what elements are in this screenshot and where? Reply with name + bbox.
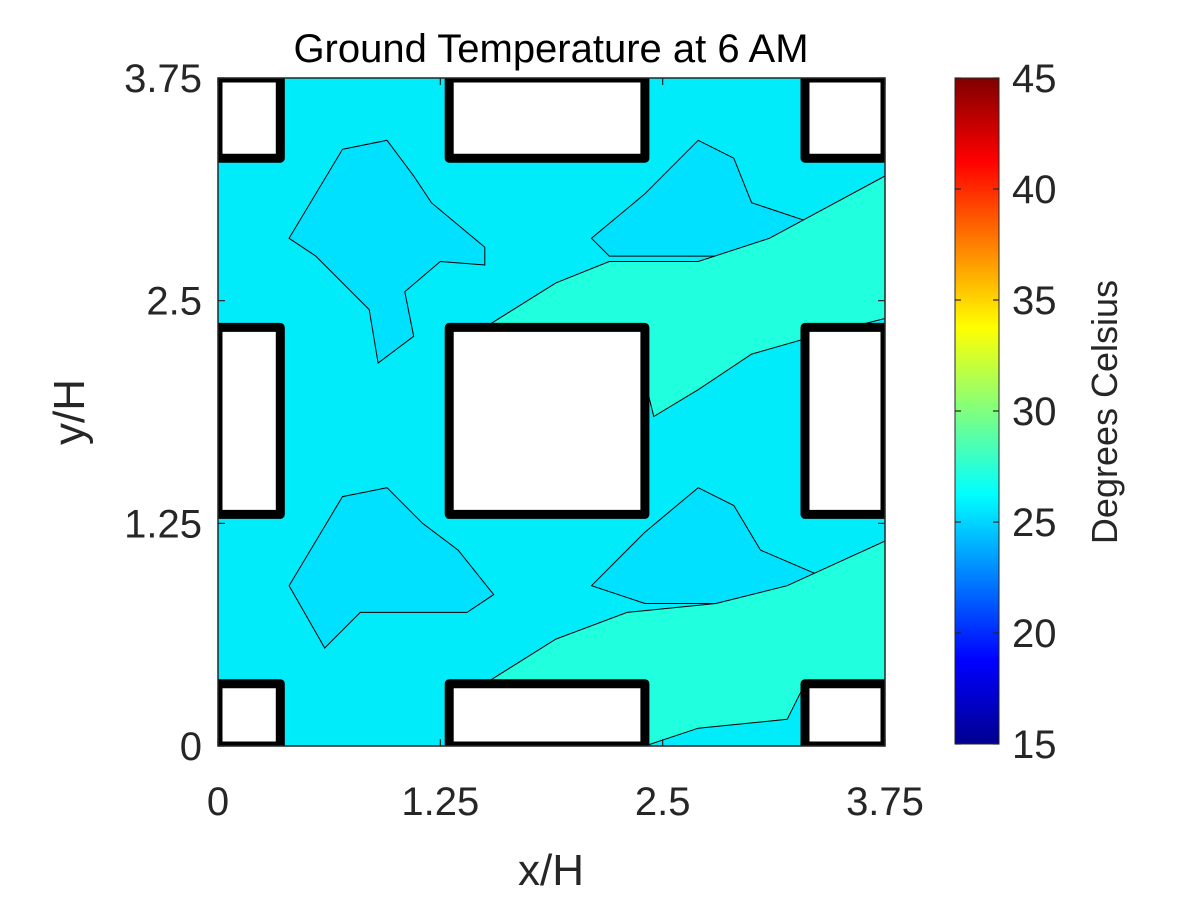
- contour-region-2: [288, 487, 495, 649]
- x-tick-label: 1.25: [401, 780, 479, 824]
- x-tick-label: 3.75: [846, 780, 924, 824]
- plot-area: [218, 78, 885, 746]
- colorbar-tick-label: 35: [1012, 279, 1057, 323]
- y-tick-label: 1.25: [124, 502, 202, 546]
- y-tick-label: 2.5: [146, 280, 202, 324]
- building-6: [800, 322, 885, 519]
- colorbar-tick-label: 20: [1012, 612, 1057, 656]
- colorbar-tick-label: 30: [1012, 390, 1057, 434]
- building-5: [444, 322, 650, 519]
- x-axis: 0 1.25 2.5 3.75: [207, 78, 924, 824]
- building-9: [800, 78, 885, 163]
- colorbar-tick-label: 15: [1012, 723, 1057, 767]
- x-tick-label: 0: [207, 780, 229, 824]
- contour-region-6: [483, 540, 885, 746]
- chart-title: Ground Temperature at 6 AM: [293, 27, 808, 71]
- colorbar-tick-label: 45: [1012, 57, 1057, 101]
- y-axis-label: y/H: [45, 379, 94, 445]
- x-tick-label: 2.5: [635, 780, 691, 824]
- colorbar-label: Degrees Celsius: [1084, 280, 1125, 544]
- colorbar: [954, 77, 1000, 745]
- y-tick-label: 3.75: [124, 57, 202, 101]
- x-axis-label: x/H: [518, 846, 584, 895]
- contour-region-1: [288, 139, 486, 364]
- plot-frame: [217, 77, 886, 747]
- colorbar-tick-label: 40: [1012, 168, 1057, 212]
- building-2: [444, 679, 650, 746]
- building-3: [800, 679, 885, 746]
- building-8: [444, 78, 650, 163]
- colorbar-tick-label: 25: [1012, 501, 1057, 545]
- building-4: [218, 322, 285, 519]
- building-1: [218, 679, 285, 746]
- y-axis: 0 1.25 2.5 3.75: [124, 57, 885, 769]
- y-tick-label: 0: [180, 725, 202, 769]
- colorbar-ticks: 15 20 25 30 35 40 45: [955, 57, 1057, 767]
- contour-region-4: [590, 487, 824, 604]
- building-7: [218, 78, 285, 163]
